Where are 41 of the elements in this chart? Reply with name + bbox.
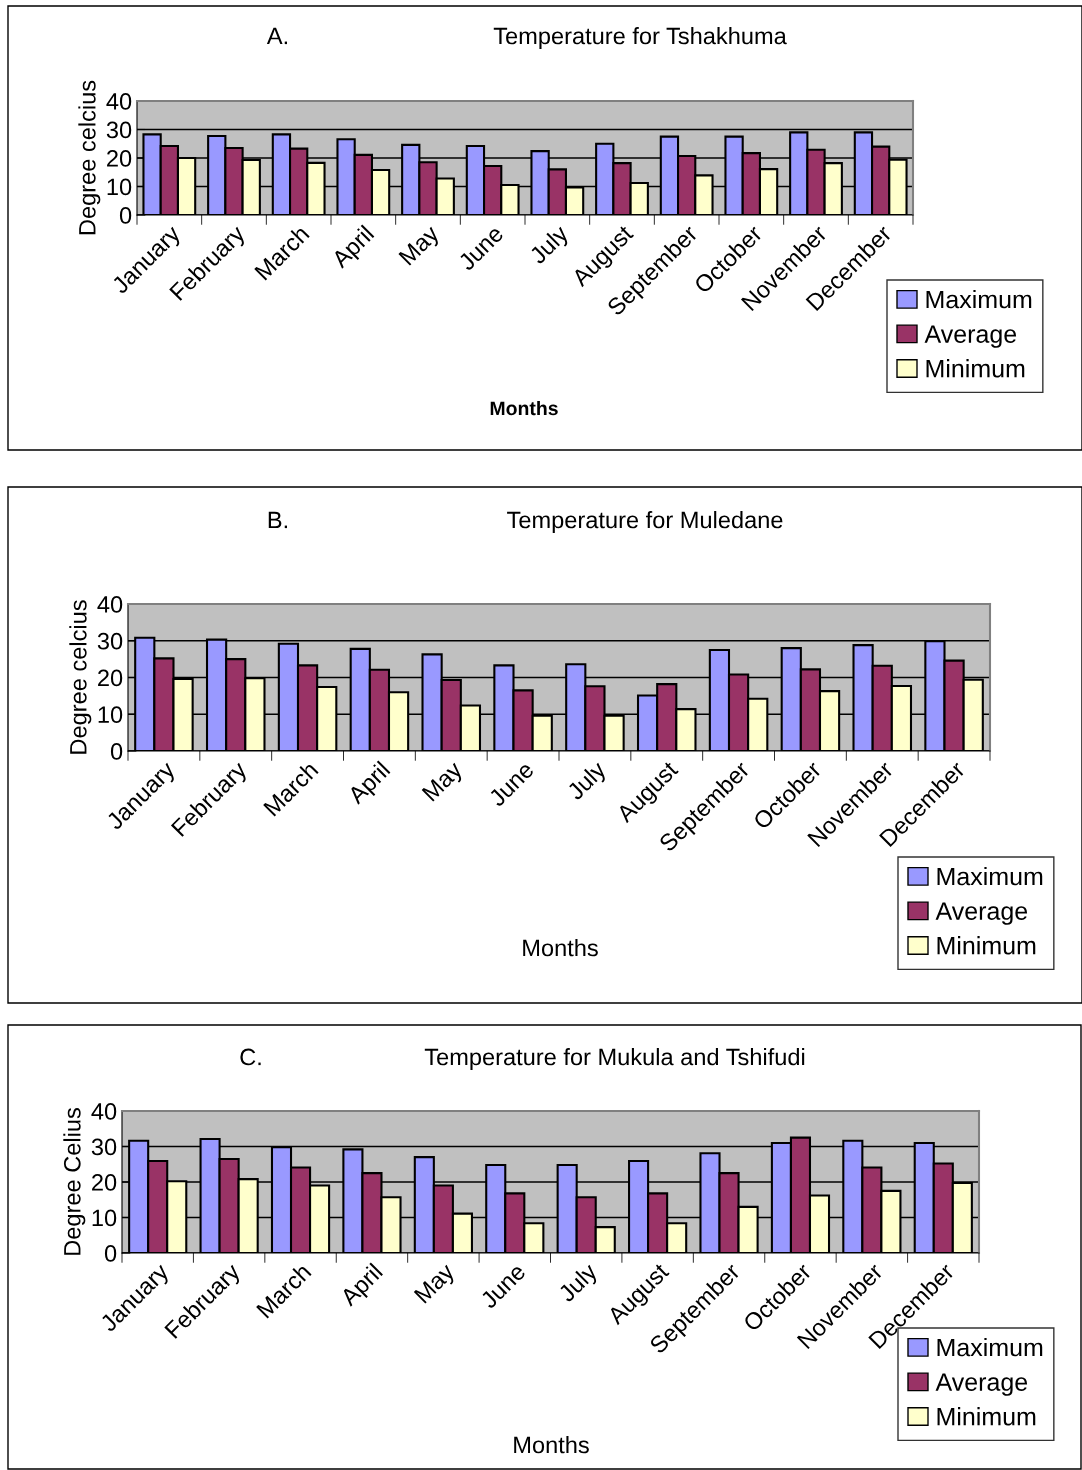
legend-label: Maximum [926, 290, 1032, 309]
y-tick-label: 30 [91, 1138, 117, 1156]
x-tick-label: July [527, 223, 573, 269]
y-tick-label: 0 [110, 743, 123, 760]
text: A. [266, 27, 287, 45]
y-tick-label: 10 [92, 1209, 117, 1227]
x-tick-label: May [398, 223, 444, 270]
x-tick-label: July [565, 759, 611, 805]
y-tick-label: 30 [106, 121, 132, 139]
y-tick-label: 20 [92, 1174, 117, 1191]
x-axis-title: Months [490, 400, 558, 416]
y-tick-label: 10 [107, 178, 132, 196]
y-axis-title: Degree celcius [78, 80, 101, 235]
y-tick-label: 40 [97, 596, 123, 613]
y-tick-label: 0 [104, 1245, 117, 1262]
x-tick-label: May [421, 759, 467, 806]
chart-title: Temperature for Muledane [507, 510, 783, 533]
x-tick-label: May [413, 1261, 459, 1308]
x-tick-label: July [556, 1261, 602, 1307]
y-tick-label: 30 [97, 632, 123, 650]
chart-title: Temperature for Mukula and Tshifudi [424, 1047, 805, 1071]
y-axis-title: Degree Celius [63, 1108, 86, 1255]
y-tick-label: 40 [106, 93, 132, 110]
y-tick-label: 0 [119, 207, 132, 224]
legend-label: Maximum [937, 867, 1043, 886]
legend-label: Minimum [926, 359, 1025, 378]
legend-label: Average [935, 1373, 1028, 1396]
legend-label: Minimum [937, 1407, 1036, 1426]
legend-label: Average [935, 902, 1028, 925]
y-tick-label: 10 [98, 706, 123, 724]
y-tick-label: 40 [91, 1103, 117, 1120]
legend-label: Average [924, 325, 1017, 348]
y-axis-title: Degree celcius [69, 600, 92, 754]
text: B. [268, 511, 287, 529]
x-axis-title: Months [514, 1435, 589, 1454]
chart-title: Temperature for Tshakhuma [493, 27, 787, 49]
legend-label: Minimum [937, 936, 1036, 955]
text: C. [240, 1048, 261, 1066]
y-tick-label: 20 [107, 150, 132, 167]
y-tick-label: 20 [98, 669, 123, 687]
x-axis-title: Months [523, 938, 598, 957]
